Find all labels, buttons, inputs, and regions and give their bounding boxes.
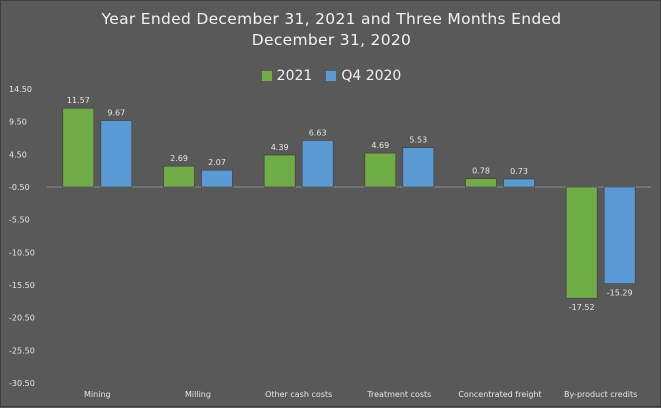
y-tick-label: -20.50 xyxy=(9,314,35,323)
x-category-label: Other cash costs xyxy=(265,390,332,399)
x-category-label: Mining xyxy=(84,390,111,399)
data-label-2021: 2.69 xyxy=(170,154,188,163)
legend-item-q4-2020: Q4 2020 xyxy=(326,68,401,84)
y-tick-label: 9.50 xyxy=(9,118,27,127)
data-label-2021: 0.78 xyxy=(472,167,490,176)
legend-swatch-2021 xyxy=(261,71,272,81)
data-label-q4-2020: 0.73 xyxy=(510,167,528,176)
x-category-label: Milling xyxy=(185,390,211,399)
y-tick-label: -15.50 xyxy=(9,281,35,290)
data-label-q4-2020: 9.67 xyxy=(107,109,125,118)
legend-item-2021: 2021 xyxy=(261,68,313,84)
data-label-2021: -17.52 xyxy=(569,303,595,312)
y-tick-label: -5.50 xyxy=(9,216,30,225)
data-label-q4-2020: 2.07 xyxy=(208,158,226,167)
x-category-label: Treatment costs xyxy=(366,390,431,399)
bar-q4-2020 xyxy=(402,147,435,188)
bar-q4-2020 xyxy=(503,178,535,188)
bar-q4-2020 xyxy=(603,186,636,284)
bar-q4-2020 xyxy=(301,140,334,188)
data-label-2021: 11.57 xyxy=(67,96,90,105)
data-label-q4-2020: 5.53 xyxy=(409,136,427,145)
chart-title: Year Ended December 31, 2021 and Three M… xyxy=(1,9,661,51)
x-category-label: By-product credits xyxy=(564,390,637,399)
bar-2021 xyxy=(465,178,497,188)
chart-title-line-1: Year Ended December 31, 2021 and Three M… xyxy=(101,10,562,28)
y-tick-label: -10.50 xyxy=(9,248,35,257)
legend-label-2021: 2021 xyxy=(276,68,313,84)
bar-2021 xyxy=(565,186,598,299)
data-label-2021: 4.69 xyxy=(371,141,389,150)
legend-swatch-q4-2020 xyxy=(326,71,337,81)
y-tick-label: -0.50 xyxy=(9,183,30,192)
bar-q4-2020 xyxy=(201,169,233,188)
legend: 2021 Q4 2020 xyxy=(1,68,661,84)
chart-title-line-2: December 31, 2020 xyxy=(251,31,412,49)
bar-2021 xyxy=(364,152,397,188)
data-label-2021: 4.39 xyxy=(271,143,289,152)
y-tick-label: -30.50 xyxy=(9,379,35,388)
bar-2021 xyxy=(263,154,296,188)
legend-label-q4-2020: Q4 2020 xyxy=(341,68,402,84)
bar-2021 xyxy=(163,165,195,188)
bar-2021 xyxy=(62,107,95,188)
y-tick-label: -25.50 xyxy=(9,346,35,355)
y-tick-label: 14.50 xyxy=(9,85,32,94)
data-label-q4-2020: -15.29 xyxy=(607,289,633,298)
x-category-label: Concentrated freight xyxy=(458,390,541,399)
y-tick-label: 4.50 xyxy=(9,150,27,159)
data-label-q4-2020: 6.63 xyxy=(309,128,327,137)
bar-q4-2020 xyxy=(100,120,133,188)
